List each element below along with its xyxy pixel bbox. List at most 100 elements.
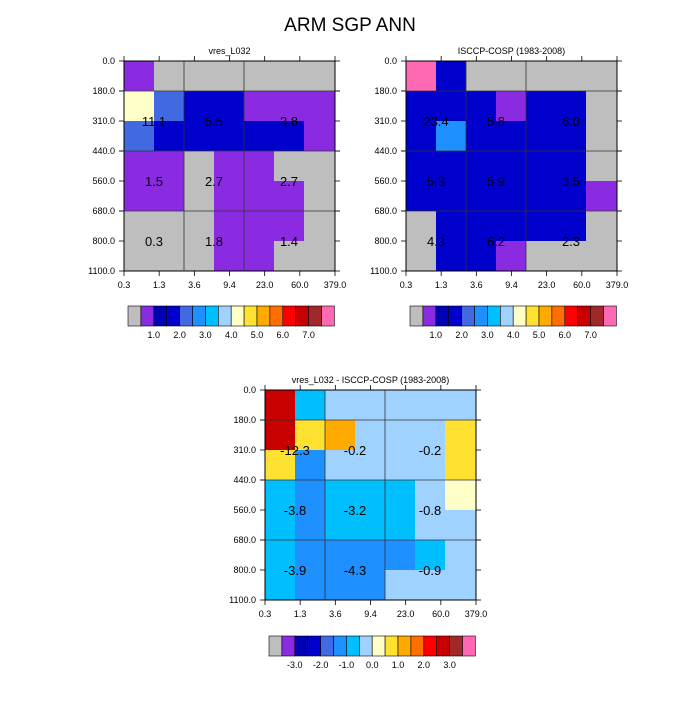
colorbar-swatch: [487, 305, 501, 327]
heatmap-cell: [445, 540, 476, 571]
heatmap-cell: [385, 420, 416, 451]
heatmap-cell: [406, 61, 437, 92]
heatmap-cell: [415, 390, 446, 421]
x-tick-label: 1.3: [294, 609, 307, 619]
heatmap-cell: [466, 151, 497, 182]
heatmap-cell: [385, 570, 416, 601]
y-tick-label: 680.0: [92, 206, 115, 216]
heatmap-cell: [355, 480, 386, 511]
heatmap-cell: [265, 450, 296, 481]
heatmap-cell: [586, 181, 617, 212]
y-tick-label: 560.0: [92, 176, 115, 186]
colorbar-label: 2.0: [418, 660, 431, 670]
cell-value-label: 1.8: [205, 234, 223, 249]
heatmap-cell: [124, 61, 155, 92]
heatmap-cell: [295, 480, 326, 511]
cell-value-label: 1.4: [280, 234, 298, 249]
heatmap-cell: [325, 480, 356, 511]
heatmap-cell: [526, 181, 557, 212]
colorbar-swatch: [397, 635, 412, 657]
y-tick-label: 680.0: [374, 206, 397, 216]
y-tick-label: 180.0: [374, 86, 397, 96]
x-tick-label: 23.0: [256, 280, 274, 290]
colorbar-swatch: [140, 305, 155, 327]
x-tick-label: 3.6: [470, 280, 483, 290]
y-tick-label: 560.0: [233, 505, 256, 515]
y-tick-label: 560.0: [374, 176, 397, 186]
x-tick-label: 0.3: [118, 280, 131, 290]
x-tick-label: 379.0: [465, 609, 488, 619]
colorbar-label: 2.0: [455, 330, 468, 340]
x-tick-label: 23.0: [397, 609, 415, 619]
colorbar-label: 1.0: [148, 330, 161, 340]
heatmap-cell: [466, 181, 497, 212]
colorbar-swatch: [449, 635, 463, 657]
heatmap-cell: [214, 211, 245, 242]
colorbar-swatch: [281, 635, 296, 657]
colorbar-swatch: [525, 305, 540, 327]
colorbar-swatch: [230, 305, 245, 327]
heatmap-cell: [415, 480, 446, 511]
heatmap-cell: [304, 91, 335, 122]
heatmap-cell: [184, 151, 215, 182]
cell-value-label: -3.8: [284, 503, 306, 518]
cell-value-label: 2.7: [280, 174, 298, 189]
heatmap-cell: [445, 390, 476, 421]
colorbar-swatch: [268, 635, 283, 657]
heatmap-cell: [124, 91, 155, 122]
colorbar-swatch: [358, 635, 373, 657]
colorbar-swatch: [590, 305, 604, 327]
colorbar-swatch: [282, 305, 296, 327]
x-tick-label: 60.0: [573, 280, 591, 290]
heatmap-cell: [556, 181, 587, 212]
x-tick-label: 0.3: [400, 280, 413, 290]
heatmap-cell: [304, 61, 335, 92]
heatmap-cell: [325, 390, 356, 421]
colorbar-label: 0.0: [366, 660, 379, 670]
heatmap-cell: [355, 390, 386, 421]
x-tick-label: 9.4: [505, 280, 518, 290]
cell-value-label: 23.4: [423, 114, 448, 129]
colorbar-swatch: [499, 305, 514, 327]
heatmap-cell: [214, 121, 245, 152]
heatmap-cell: [154, 61, 185, 92]
colorbar-swatch: [448, 305, 462, 327]
heatmap-cell: [274, 241, 305, 272]
heatmap-cell: [325, 420, 356, 451]
heatmap-cell: [154, 121, 185, 152]
heatmap-cell: [244, 61, 275, 92]
cell-value-label: -4.3: [344, 563, 366, 578]
y-tick-label: 310.0: [374, 116, 397, 126]
heatmap-cell: [244, 211, 275, 242]
cell-value-label: 5.8: [487, 114, 505, 129]
heatmap-cell: [556, 61, 587, 92]
colorbar-label: 4.0: [225, 330, 238, 340]
heatmap-cell: [385, 390, 416, 421]
colorbar-label: -2.0: [313, 660, 329, 670]
heatmap-cell: [124, 121, 155, 152]
heatmap-cell: [436, 91, 467, 122]
colorbar-swatch: [409, 305, 424, 327]
y-tick-label: 180.0: [233, 415, 256, 425]
y-tick-label: 180.0: [92, 86, 115, 96]
colorbar-swatch: [243, 305, 258, 327]
colorbar-swatch: [384, 635, 399, 657]
heatmap-cell: [244, 241, 275, 272]
heatmap-panel-1: 0.3 1.3 3.6 9.4 23.0 60.0 379.0 0.0 180.0 310.0 44…: [88, 46, 346, 340]
heatmap-cell: [184, 91, 215, 122]
heatmap-cell: [274, 211, 305, 242]
colorbar-swatch: [564, 305, 578, 327]
colorbar-label: 5.0: [251, 330, 264, 340]
colorbar-label: -3.0: [287, 660, 303, 670]
colorbar-legend: -3.0 -2.0 -1.0 0.0 1.0 2.0 3.0: [268, 635, 476, 670]
x-tick-label: 9.4: [223, 280, 236, 290]
y-tick-label: 440.0: [233, 475, 256, 485]
colorbar-swatch: [538, 305, 553, 327]
colorbar-swatch: [577, 305, 591, 327]
heatmap-cell: [415, 540, 446, 571]
heatmap-cell: [265, 480, 296, 511]
heatmap-cell: [406, 91, 437, 122]
colorbar-swatch: [435, 305, 449, 327]
colorbar-swatch: [127, 305, 142, 327]
